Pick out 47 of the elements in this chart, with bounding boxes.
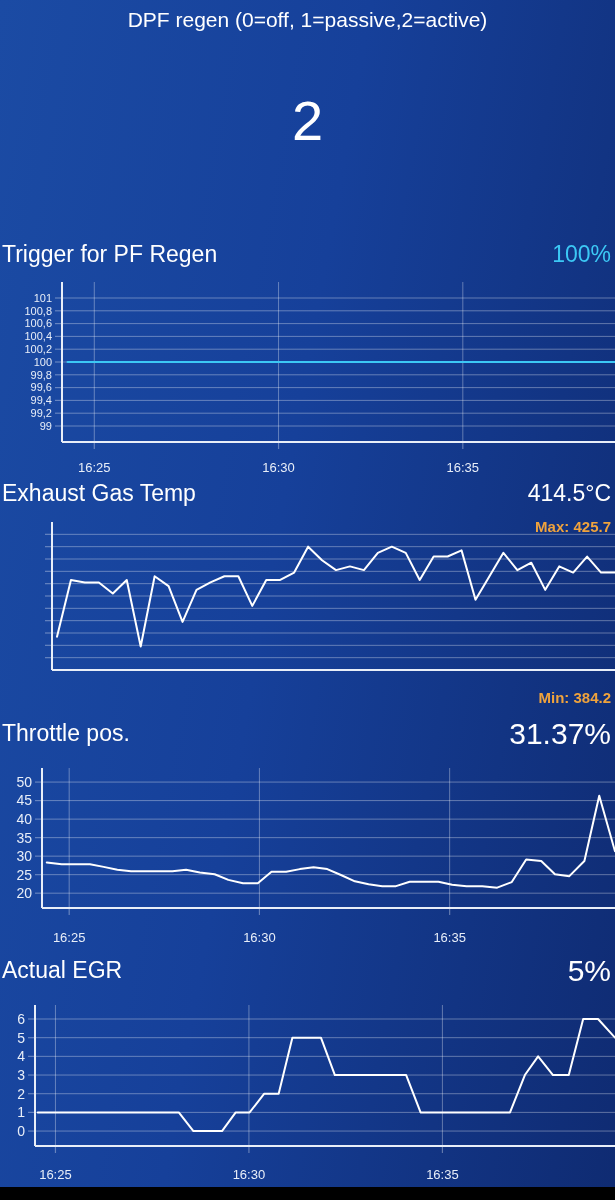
x-tick-label: 16:35 xyxy=(426,1166,459,1182)
y-tick-label: 99,8 xyxy=(30,368,52,381)
y-tick-label: 100 xyxy=(33,355,52,368)
y-tick-label: 40 xyxy=(16,811,33,828)
x-tick-label: 16:30 xyxy=(232,1166,266,1182)
y-tick-label: 30 xyxy=(16,848,33,865)
x-tick-label: 16:25 xyxy=(52,929,86,945)
text: 100% xyxy=(552,241,611,267)
text: 414.5°C xyxy=(527,480,611,506)
chart-title: Exhaust Gas Temp xyxy=(2,480,196,506)
y-tick-label: 6 xyxy=(17,1010,26,1027)
y-tick-label: 3 xyxy=(17,1066,26,1083)
y-tick-label: 1 xyxy=(17,1104,26,1121)
chart-title: Actual EGR xyxy=(2,957,123,983)
x-tick-label: 16:25 xyxy=(39,1166,72,1182)
x-tick-label: 16:25 xyxy=(78,459,111,475)
y-tick-label: 99,6 xyxy=(30,381,52,394)
text: Min: 384.2 xyxy=(538,689,611,706)
y-tick-label: 99 xyxy=(39,419,52,432)
x-tick-label: 16:35 xyxy=(433,929,466,945)
y-tick-label: 45 xyxy=(16,792,33,809)
x-tick-label: 16:30 xyxy=(262,459,295,475)
y-tick-label: 35 xyxy=(16,829,33,846)
y-tick-label: 0 xyxy=(17,1122,26,1139)
y-tick-label: 99,2 xyxy=(30,407,52,420)
line-series xyxy=(45,794,615,889)
text: 31.37% xyxy=(509,717,611,750)
x-tick-label: 16:30 xyxy=(243,929,276,945)
y-tick-label: 100,2 xyxy=(24,343,52,356)
y-tick-label: 100,6 xyxy=(24,317,52,330)
text: 2 xyxy=(291,89,324,152)
y-tick-label: 2 xyxy=(17,1085,26,1102)
y-tick-label: 100,4 xyxy=(24,330,52,343)
y-tick-label: 25 xyxy=(16,866,33,883)
y-tick-label: 5 xyxy=(17,1029,26,1046)
y-tick-label: 4 xyxy=(17,1048,26,1065)
text: 5% xyxy=(567,954,611,987)
chart-title: Trigger for PF Regen xyxy=(2,241,218,267)
chart-title: Throttle pos. xyxy=(2,720,130,746)
y-tick-label: 99,4 xyxy=(30,394,52,407)
y-tick-label: 20 xyxy=(16,885,33,902)
y-tick-label: 50 xyxy=(16,773,33,790)
text: DPF regen (0=off, 1=passive,2=active) xyxy=(127,8,488,31)
y-tick-label: 100,8 xyxy=(24,304,52,317)
y-tick-label: 101 xyxy=(33,291,52,304)
text: Max: 425.7 xyxy=(535,518,611,535)
x-tick-label: 16:35 xyxy=(446,459,480,475)
